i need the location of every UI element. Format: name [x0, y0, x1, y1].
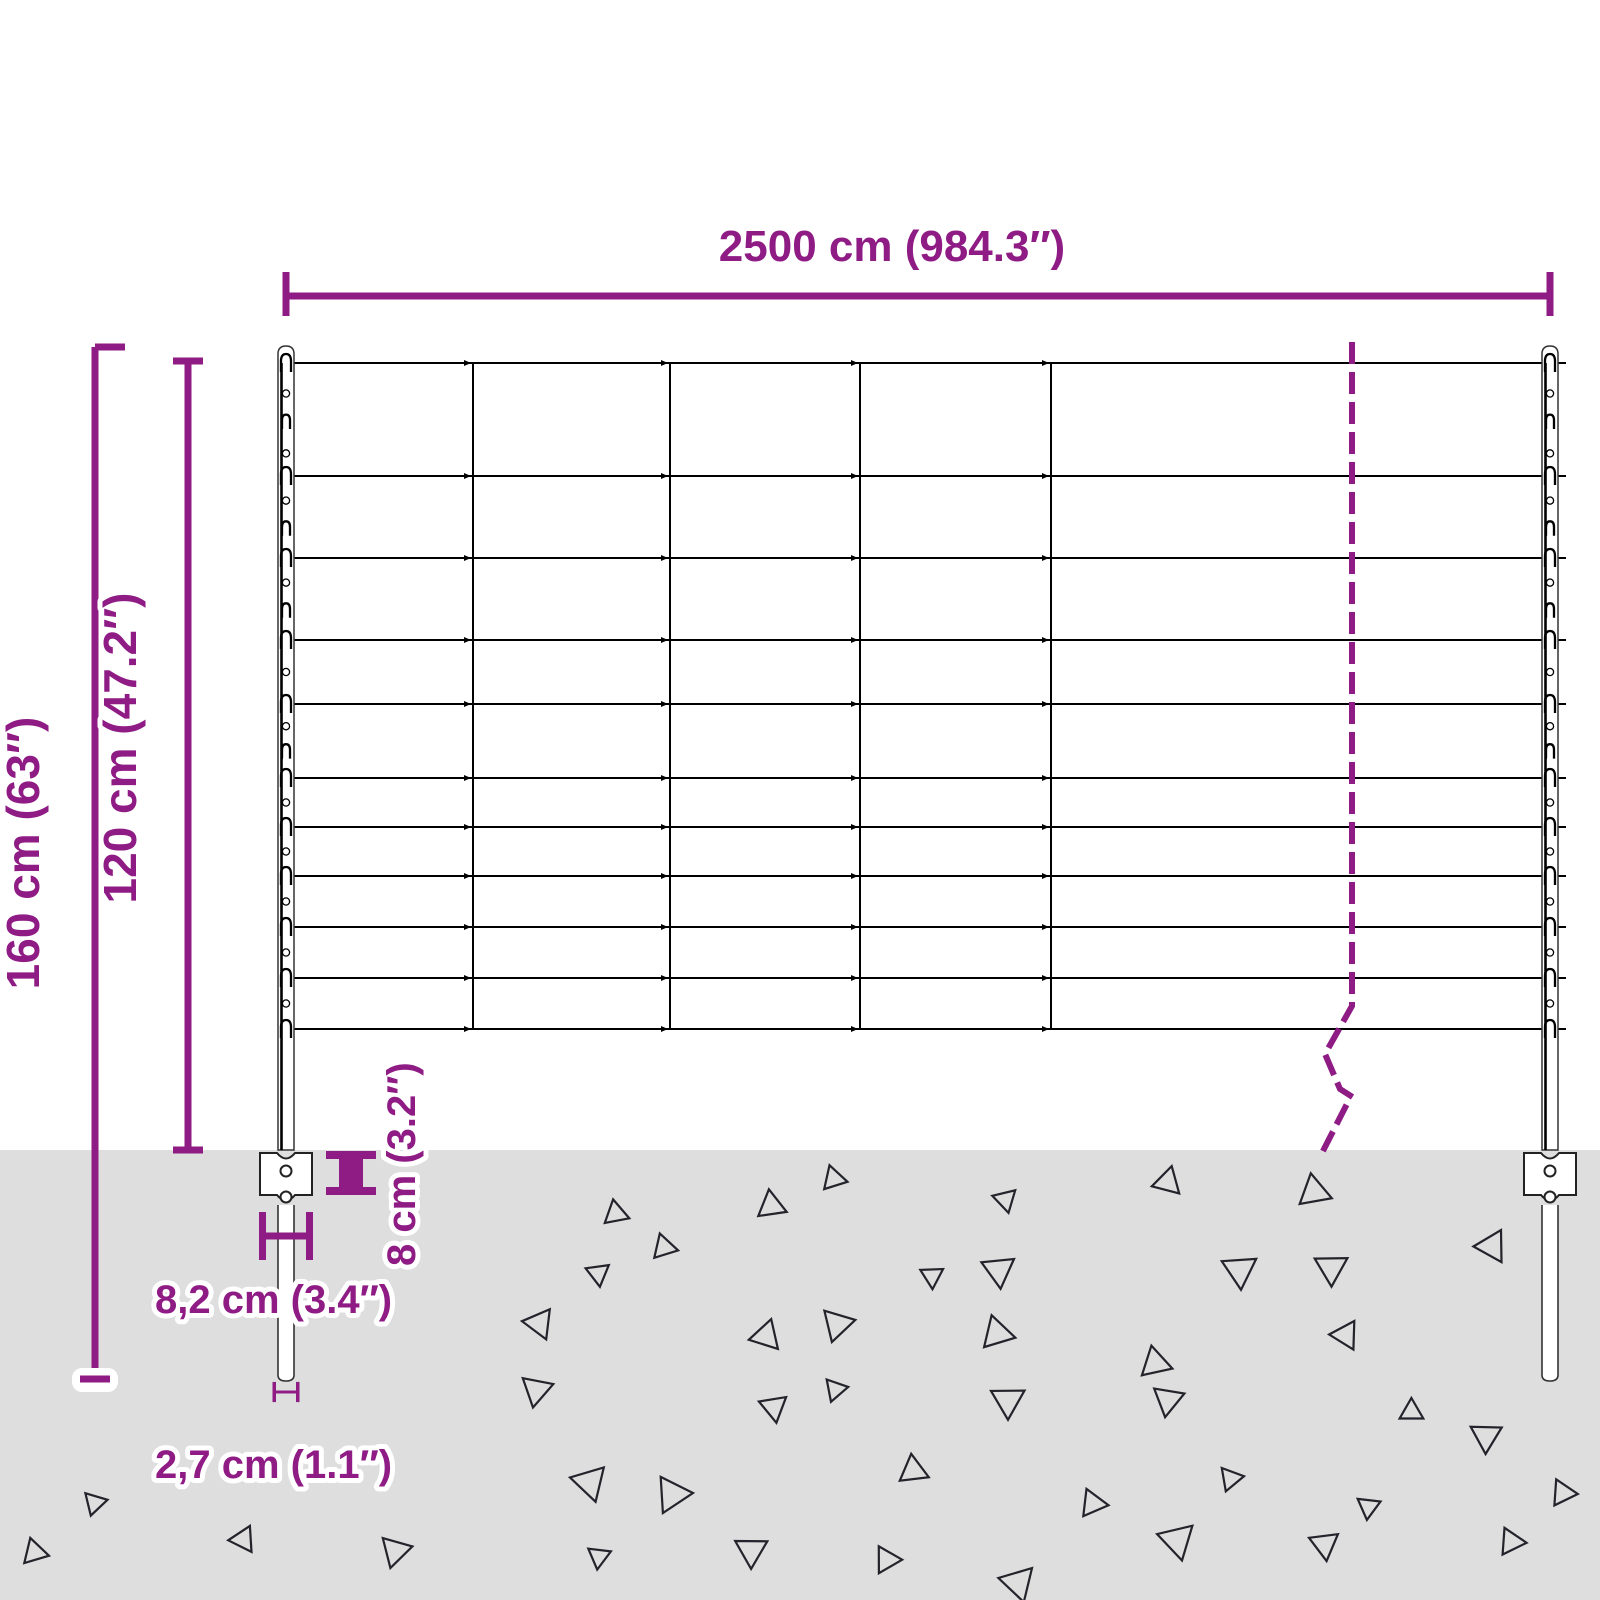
svg-text:160 cm (63″): 160 cm (63″) — [0, 717, 49, 990]
svg-text:8,2 cm (3.4″): 8,2 cm (3.4″) — [155, 1278, 392, 1322]
svg-text:120 cm (47.2″): 120 cm (47.2″) — [94, 593, 146, 904]
svg-text:2500 cm (984.3″): 2500 cm (984.3″) — [719, 222, 1065, 271]
svg-text:8 cm (3.2″): 8 cm (3.2″) — [380, 1062, 424, 1266]
svg-text:2,7 cm (1.1″): 2,7 cm (1.1″) — [155, 1443, 392, 1487]
